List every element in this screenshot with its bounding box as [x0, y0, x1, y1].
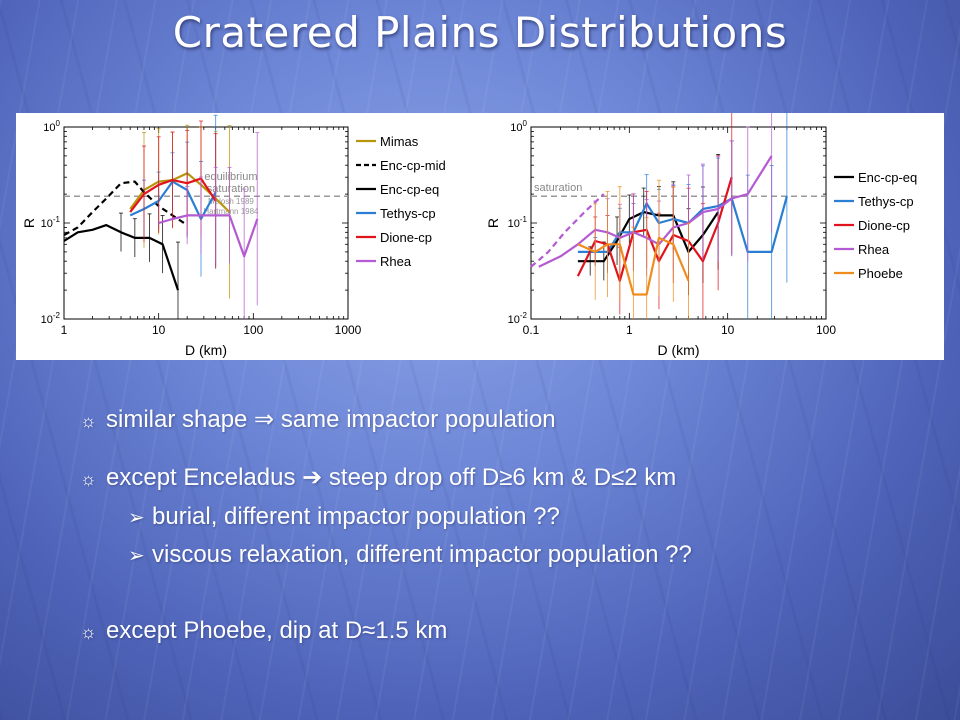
x-tick-label: 1 [61, 323, 68, 337]
bullet-text: viscous relaxation, different impactor p… [152, 541, 692, 568]
x-tick-label: 100 [243, 323, 263, 337]
sun-bullet-icon: ☼ [80, 622, 97, 642]
legend-label: Dione-cp [858, 218, 910, 233]
x-tick-label: 1 [626, 323, 633, 337]
sun-bullet-icon: ☼ [80, 411, 97, 431]
saturation-label: equilibrium [204, 171, 257, 183]
y-tick-label: 100 [510, 119, 527, 134]
y-tick-label: 10-1 [41, 215, 61, 230]
bullet-text: except Phoebe, dip at D≈1.5 km [106, 617, 448, 644]
series-line-dione-cp [576, 176, 733, 282]
saturation-label: saturation [534, 182, 582, 194]
arrow-bullet-icon: ➢ [128, 507, 145, 529]
bullet-phoebe: ☼ except Phoebe, dip at D≈1.5 km [80, 617, 447, 645]
x-tick-label: 10 [721, 323, 735, 337]
legend-label: Dione-cp [380, 230, 432, 245]
x-tick-label: 10 [152, 323, 166, 337]
annotation-hartmann: Hartmann 1984 [203, 207, 259, 216]
x-tick-label: 100 [816, 323, 836, 337]
y-tick-label: 100 [43, 119, 60, 134]
legend-label: Tethys-cp [380, 206, 436, 221]
bullet-similar-shape: ☼ similar shape ⇒ same impactor populatio… [80, 405, 556, 434]
legend-label: Tethys-cp [858, 194, 914, 209]
sun-bullet-icon: ☼ [80, 469, 97, 489]
x-tick-label: 1000 [335, 323, 362, 337]
slide-title: Cratered Plains Distributions [172, 8, 788, 57]
subbullet-viscous: ➢ viscous relaxation, different impactor … [128, 541, 692, 569]
series-line-enc-cp-eq [63, 223, 180, 291]
series-line-rhea [158, 214, 259, 258]
x-axis-label: D (km) [658, 342, 700, 358]
series-line-rhea [538, 155, 773, 268]
saturation-label: saturation [207, 183, 255, 195]
series-line-phoebe [577, 236, 690, 296]
legend-label: Rhea [380, 254, 412, 269]
y-axis-label: R [21, 218, 37, 228]
bullet-text: similar shape ⇒ same impactor population [106, 406, 556, 433]
arrow-bullet-icon: ➢ [128, 545, 145, 567]
series-line-rhea [530, 193, 605, 268]
subbullet-burial: ➢ burial, different impactor population ?… [128, 503, 560, 531]
y-tick-label: 10-2 [508, 311, 528, 326]
annotation-melosh: Melosh 1989 [208, 197, 254, 206]
legend-label: Phoebe [858, 266, 903, 281]
series-line-enc-cp-mid [63, 180, 188, 236]
bullet-text: except Enceladus ➔ steep drop off D≥6 km… [106, 464, 677, 491]
y-tick-label: 10-1 [508, 215, 528, 230]
legend-label: Rhea [858, 242, 890, 257]
y-axis-label: R [485, 218, 501, 228]
bullet-text: burial, different impactor population ?? [152, 503, 560, 530]
legend-label: Mimas [380, 134, 419, 149]
legend-label: Enc-cp-eq [858, 170, 917, 185]
y-tick-label: 10-2 [41, 311, 61, 326]
x-tick-label: 0.1 [523, 323, 540, 337]
legend-label: Enc-cp-eq [380, 182, 439, 197]
bullet-enceladus: ☼ except Enceladus ➔ steep drop off D≥6 k… [80, 463, 676, 492]
plot-frame-1 [63, 126, 349, 320]
legend-label: Enc-cp-mid [380, 158, 446, 173]
x-axis-label: D (km) [185, 342, 227, 358]
